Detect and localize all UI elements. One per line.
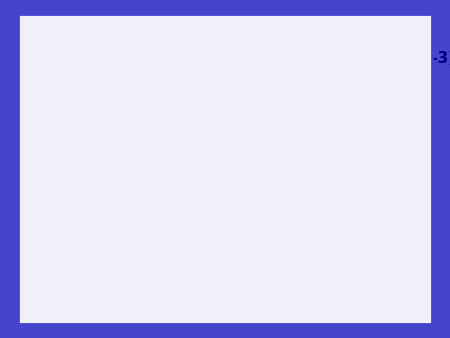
Text: Early Diagenesis: Early Diagenesis (186, 51, 328, 66)
Text: , chapters 2-3): , chapters 2-3) (328, 51, 450, 66)
Text: Transport and Physical properties: Transport and Physical properties (47, 89, 292, 103)
Text: Sampling methods: Sampling methods (47, 238, 207, 253)
Text: Basic concepts (: Basic concepts ( (47, 51, 186, 66)
Text: $^{14}$C based accumulation rate estimates: $^{14}$C based accumulation rate estimat… (47, 268, 382, 287)
Text: and pore water composition): and pore water composition) (47, 169, 291, 185)
Text: Sedimentation without diagenesis: Sedimentation without diagenesis (47, 123, 297, 138)
Text: Sedimentation with diagenesis: Sedimentation with diagenesis (47, 203, 273, 219)
Text: (reactions that alter solid composition: (reactions that alter solid composition (47, 148, 345, 163)
